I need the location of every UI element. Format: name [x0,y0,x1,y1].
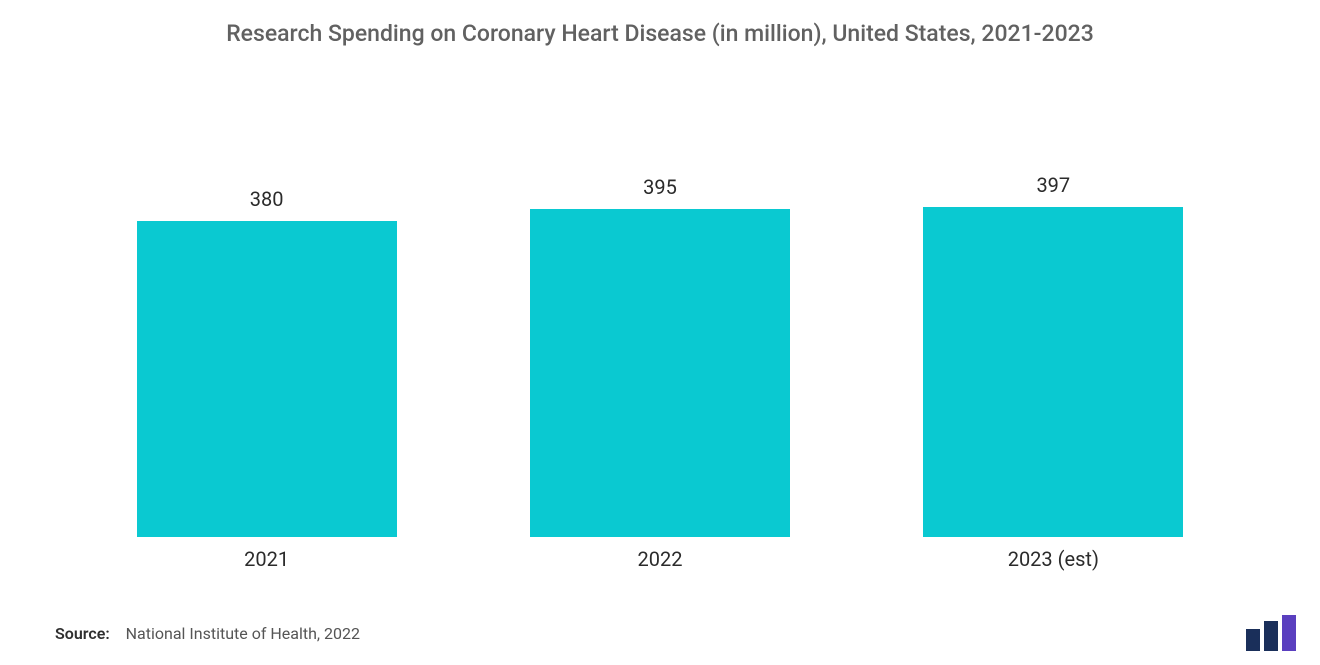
x-axis-labels: 2021 2022 2023 (est) [70,547,1250,571]
bar-value-label: 380 [250,187,284,211]
bar-group: 397 [913,173,1193,537]
source-label: Source: [55,624,110,643]
source-citation: Source: National Institute of Health, 20… [55,624,360,643]
bar [923,207,1183,537]
category-label: 2021 [127,547,407,571]
bar [530,209,790,537]
logo-bar-2 [1264,621,1278,651]
category-label: 2023 (est) [913,547,1193,571]
logo-bar-1 [1246,629,1260,651]
chart-plot-area: 380 395 397 [70,107,1250,537]
bar-group: 380 [127,187,407,537]
source-text: National Institute of Health, 2022 [126,624,360,643]
bar-group: 395 [520,175,800,537]
category-label: 2022 [520,547,800,571]
bar-value-label: 395 [643,175,677,199]
bar-value-label: 397 [1036,173,1070,197]
chart-title: Research Spending on Coronary Heart Dise… [0,0,1320,57]
logo-bar-3 [1282,615,1296,651]
brand-logo-icon [1244,615,1298,651]
bar [137,221,397,537]
